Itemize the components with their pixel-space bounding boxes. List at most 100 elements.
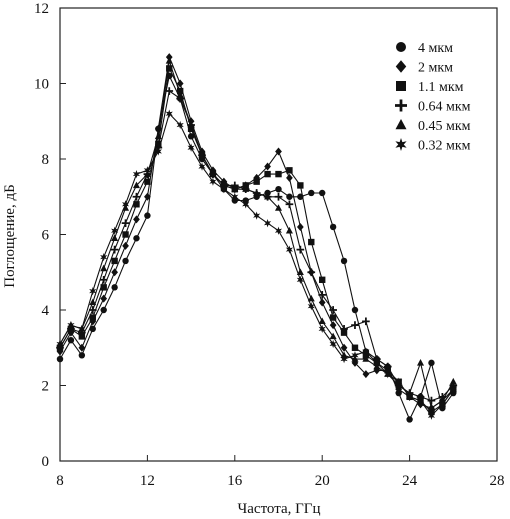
data-point <box>100 252 108 262</box>
y-tick-label: 0 <box>42 454 50 470</box>
y-tick-label: 6 <box>42 228 50 244</box>
series-4 <box>56 87 458 405</box>
data-point <box>308 189 315 197</box>
data-point <box>89 286 97 296</box>
y-axis-title: Поглощение, дБ <box>2 184 18 287</box>
data-point <box>340 257 348 265</box>
data-point <box>154 132 162 140</box>
data-point <box>89 298 97 306</box>
data-point <box>296 275 304 284</box>
data-point <box>329 306 337 314</box>
data-point <box>176 79 184 88</box>
data-point <box>406 392 414 401</box>
data-point <box>220 181 228 189</box>
data-point <box>329 223 337 231</box>
series-1 <box>56 72 457 423</box>
series-line <box>59 75 454 421</box>
x-axis-title: Частота, ГГц <box>238 501 321 517</box>
data-point <box>231 185 239 192</box>
series-line <box>59 90 454 402</box>
data-point <box>285 245 294 254</box>
x-tick-label: 24 <box>402 473 418 489</box>
data-point <box>89 314 96 321</box>
data-point <box>122 241 129 250</box>
legend-marker <box>395 138 407 151</box>
data-point <box>100 306 107 314</box>
data-point <box>274 226 283 235</box>
data-point <box>176 120 184 130</box>
data-point <box>362 355 370 362</box>
data-point <box>242 185 250 192</box>
data-point <box>428 359 435 367</box>
data-point <box>285 226 293 234</box>
data-point <box>286 193 293 200</box>
data-point <box>111 268 118 277</box>
data-point <box>296 245 305 254</box>
data-point <box>318 317 326 325</box>
data-point <box>242 200 250 209</box>
data-point <box>132 169 141 179</box>
data-point <box>111 234 119 241</box>
data-point <box>67 320 75 330</box>
data-point <box>144 178 151 185</box>
legend-label: 4 мкм <box>418 41 453 56</box>
data-point <box>427 411 436 420</box>
legend-marker <box>395 99 407 112</box>
data-point <box>253 211 261 220</box>
data-point <box>384 370 392 379</box>
data-point <box>351 321 359 329</box>
data-point <box>220 185 228 194</box>
legend-label: 0.32 мкм <box>418 139 471 154</box>
data-point <box>154 124 162 133</box>
x-tick-label: 28 <box>490 473 505 489</box>
data-point <box>406 416 413 423</box>
data-point <box>143 166 151 175</box>
data-point <box>329 339 337 349</box>
data-point <box>264 170 271 178</box>
data-point <box>132 192 141 201</box>
data-point <box>307 268 316 277</box>
data-point <box>263 219 272 228</box>
data-point <box>275 186 282 193</box>
data-point <box>78 343 86 352</box>
data-point <box>133 235 140 242</box>
data-point <box>427 404 435 411</box>
data-point <box>318 291 327 299</box>
data-point <box>121 219 130 228</box>
data-point <box>297 182 304 189</box>
data-point <box>264 192 272 200</box>
legend-marker <box>395 119 407 130</box>
data-point <box>285 200 294 209</box>
data-point <box>275 170 282 178</box>
data-point <box>166 65 173 72</box>
data-point <box>275 147 282 156</box>
data-point <box>122 231 129 238</box>
data-point <box>122 257 129 265</box>
legend-label: 0.45 мкм <box>418 119 471 134</box>
legend-marker <box>395 60 407 73</box>
series-layer <box>56 53 458 423</box>
data-point <box>187 133 195 140</box>
data-point <box>78 352 86 359</box>
data-point <box>449 385 457 394</box>
data-point <box>165 109 173 118</box>
data-point <box>100 284 107 291</box>
data-point <box>362 347 370 356</box>
x-tick-label: 20 <box>315 473 330 489</box>
data-point <box>416 396 425 405</box>
data-point <box>78 324 86 334</box>
legend: 4 мкм 2 мкм 1.1 мкм 0.64 мкм 0.45 мкм 0.32 мк… <box>395 41 471 154</box>
data-point <box>340 343 348 352</box>
data-point <box>176 90 184 98</box>
legend-label: 0.64 мкм <box>418 100 471 115</box>
data-point <box>67 337 75 344</box>
legend-label: 2 мкм <box>418 61 453 76</box>
data-point <box>111 257 118 265</box>
data-point <box>144 212 151 219</box>
y-tick-label: 2 <box>42 379 50 395</box>
y-tick-label: 12 <box>34 1 49 17</box>
data-point <box>89 325 96 333</box>
data-point <box>351 306 359 314</box>
data-point <box>383 362 392 371</box>
